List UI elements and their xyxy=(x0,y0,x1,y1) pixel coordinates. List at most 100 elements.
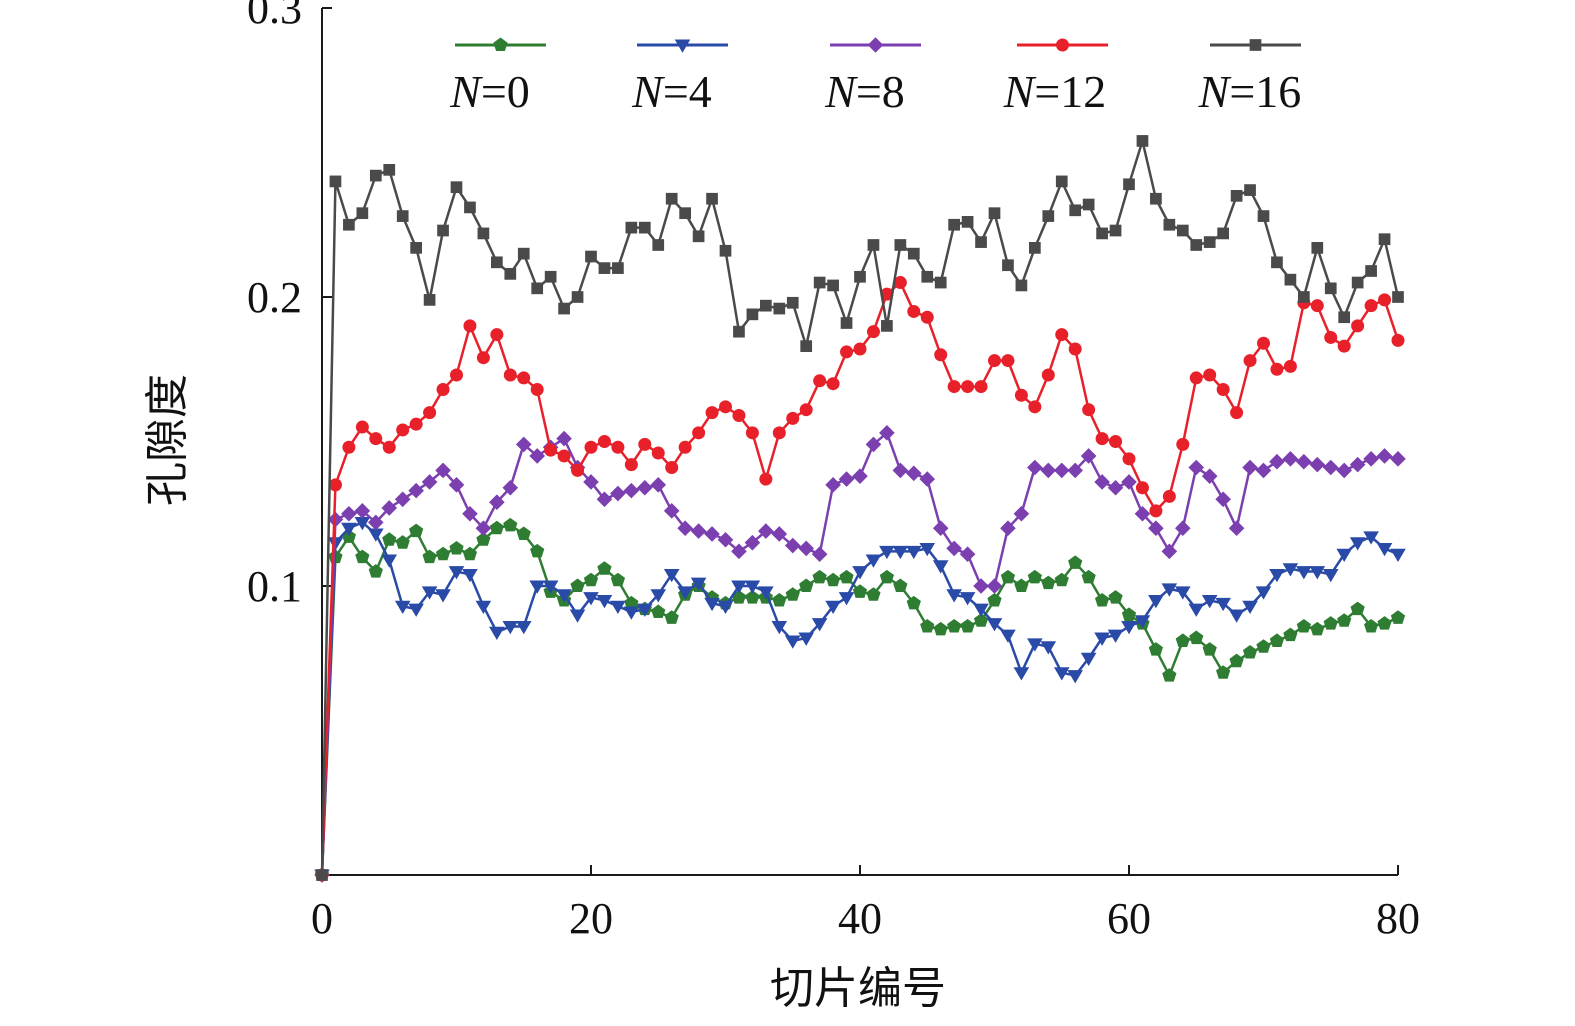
data-point xyxy=(1310,621,1325,636)
data-point xyxy=(865,554,882,568)
data-point xyxy=(610,485,626,502)
data-point xyxy=(1149,504,1163,518)
data-point xyxy=(610,572,626,587)
data-point xyxy=(1028,400,1042,414)
data-point xyxy=(1040,462,1057,479)
data-point xyxy=(1161,543,1178,560)
data-point xyxy=(316,869,328,881)
data-point xyxy=(665,461,679,475)
data-point xyxy=(798,540,814,557)
data-point xyxy=(879,545,895,560)
data-point xyxy=(690,577,707,591)
data-point xyxy=(961,380,975,394)
data-point xyxy=(1376,448,1393,464)
data-point xyxy=(1283,627,1298,642)
data-point xyxy=(813,276,826,289)
data-point xyxy=(462,546,478,561)
data-point xyxy=(1161,583,1178,597)
data-point xyxy=(1337,339,1351,353)
data-point xyxy=(706,192,718,205)
data-point xyxy=(1040,641,1057,655)
data-point xyxy=(396,423,410,437)
data-point xyxy=(773,302,786,315)
data-point xyxy=(542,580,559,594)
data-point xyxy=(987,592,1002,607)
data-point xyxy=(1257,336,1270,350)
data-point xyxy=(811,618,828,632)
data-point xyxy=(624,595,639,610)
data-point xyxy=(583,474,599,490)
data-point xyxy=(1322,568,1339,583)
data-point xyxy=(974,380,988,394)
data-point xyxy=(369,432,383,446)
data-point xyxy=(1269,568,1285,583)
data-point xyxy=(355,549,370,564)
data-point xyxy=(503,368,517,382)
data-point xyxy=(1350,601,1365,616)
data-point xyxy=(1390,610,1406,624)
data-point xyxy=(1363,618,1379,633)
data-point xyxy=(1055,328,1069,342)
data-point xyxy=(1108,590,1123,604)
legend-item-0: N=0 xyxy=(449,37,546,117)
data-point xyxy=(1282,451,1299,467)
data-point xyxy=(1242,645,1258,659)
data-point xyxy=(1378,233,1391,246)
data-point xyxy=(1121,607,1137,621)
data-point xyxy=(986,618,1003,632)
legend-label: N=8 xyxy=(824,66,905,117)
data-point xyxy=(383,163,396,176)
data-point xyxy=(1390,451,1406,467)
data-point xyxy=(1148,520,1164,536)
data-point xyxy=(329,175,342,188)
data-point xyxy=(1269,453,1285,470)
data-point xyxy=(1069,204,1082,217)
data-point xyxy=(650,477,667,493)
data-point xyxy=(1175,586,1191,600)
data-point xyxy=(1175,520,1191,536)
data-point xyxy=(570,578,585,593)
data-point xyxy=(692,426,706,440)
data-point xyxy=(784,635,801,649)
data-point xyxy=(973,603,989,617)
data-point xyxy=(919,471,936,487)
data-point xyxy=(1121,474,1137,490)
data-point xyxy=(448,566,465,580)
legend-item-4: N=16 xyxy=(1198,39,1301,117)
data-point xyxy=(1230,406,1244,420)
data-point xyxy=(638,437,652,451)
data-point xyxy=(489,626,505,641)
data-point xyxy=(986,578,1003,594)
y-axis-title: 孔隙度 xyxy=(142,374,193,506)
data-point xyxy=(825,477,841,493)
data-point xyxy=(1041,368,1055,382)
legend-item-2: N=8 xyxy=(824,37,921,117)
data-point xyxy=(975,236,987,248)
legend: N=0 N=4 N=8 N=12 N=16 xyxy=(449,37,1301,117)
data-point xyxy=(865,436,882,453)
data-point xyxy=(1351,276,1364,289)
data-point xyxy=(1053,667,1070,681)
y-tick-label: 0.3 xyxy=(247,0,302,33)
data-point xyxy=(585,250,597,263)
data-point xyxy=(1109,435,1123,448)
data-point xyxy=(1390,548,1406,563)
data-point xyxy=(1296,453,1312,470)
data-point xyxy=(759,472,773,486)
data-point xyxy=(679,207,691,220)
data-point xyxy=(1311,242,1324,254)
data-point xyxy=(946,540,962,557)
data-point xyxy=(907,304,921,318)
data-point xyxy=(502,621,519,635)
data-point xyxy=(1202,642,1217,656)
data-point xyxy=(1257,210,1270,222)
data-point xyxy=(1255,462,1272,479)
data-point xyxy=(786,411,800,425)
data-point xyxy=(596,594,613,609)
data-point xyxy=(597,561,612,575)
data-point xyxy=(343,218,355,231)
data-point xyxy=(1310,299,1324,313)
data-point xyxy=(988,207,1001,220)
data-point xyxy=(826,377,840,391)
